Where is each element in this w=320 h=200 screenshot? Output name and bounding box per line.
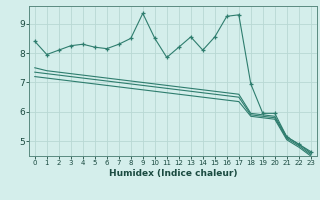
X-axis label: Humidex (Indice chaleur): Humidex (Indice chaleur) xyxy=(108,169,237,178)
